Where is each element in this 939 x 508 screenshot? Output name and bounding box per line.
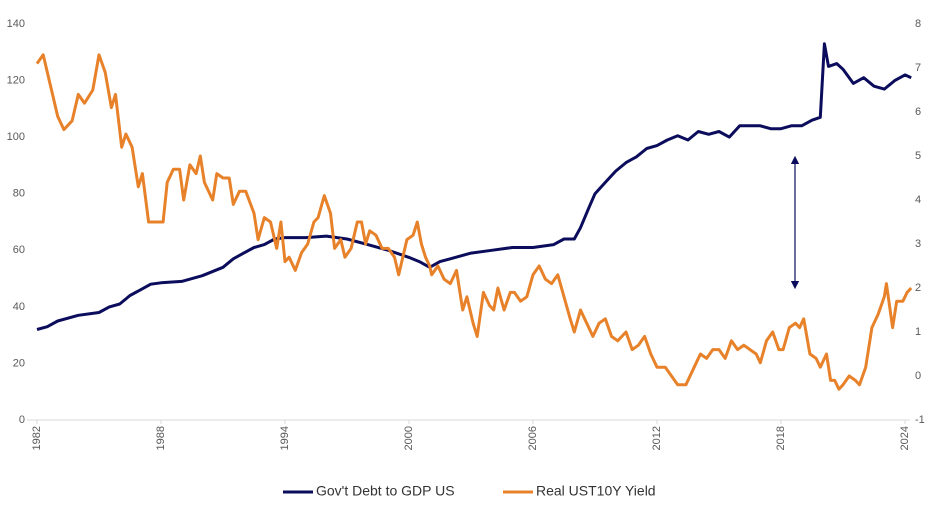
- y-tick-label: 100: [7, 131, 25, 143]
- y2-tick-label: 0: [915, 370, 921, 382]
- series-line: [35, 53, 913, 391]
- y-tick-label: 20: [13, 357, 25, 369]
- x-tick-label: 1982: [31, 426, 43, 450]
- y2-tick-label: -1: [915, 414, 925, 426]
- y2-tick-label: 5: [915, 150, 921, 162]
- y2-tick-label: 7: [915, 62, 921, 74]
- x-tick-label: 2000: [403, 426, 415, 450]
- y-tick-label: 60: [13, 244, 25, 256]
- x-tick-label: 2018: [775, 426, 787, 450]
- x-tick-label: 2024: [899, 426, 911, 450]
- y2-tick-label: 3: [915, 238, 921, 250]
- y-tick-label: 140: [7, 18, 25, 30]
- x-tick-label: 1988: [155, 426, 167, 450]
- y2-tick-label: 4: [915, 194, 921, 206]
- y-tick-label: 0: [19, 414, 25, 426]
- series-line: [36, 42, 912, 331]
- y-tick-label: 40: [13, 301, 25, 313]
- y2-tick-label: 8: [915, 18, 921, 30]
- x-tick-label: 2006: [527, 426, 539, 450]
- x-tick-label: 1994: [279, 426, 291, 450]
- legend-label: Gov't Debt to GDP US: [316, 483, 455, 499]
- legend-label: Real UST10Y Yield: [536, 483, 656, 499]
- y2-tick-label: 6: [915, 106, 921, 118]
- y-tick-label: 120: [7, 74, 25, 86]
- y2-tick-label: 2: [915, 282, 921, 294]
- y2-tick-label: 1: [915, 326, 921, 338]
- y-tick-label: 80: [13, 188, 25, 200]
- x-tick-label: 2012: [651, 426, 663, 450]
